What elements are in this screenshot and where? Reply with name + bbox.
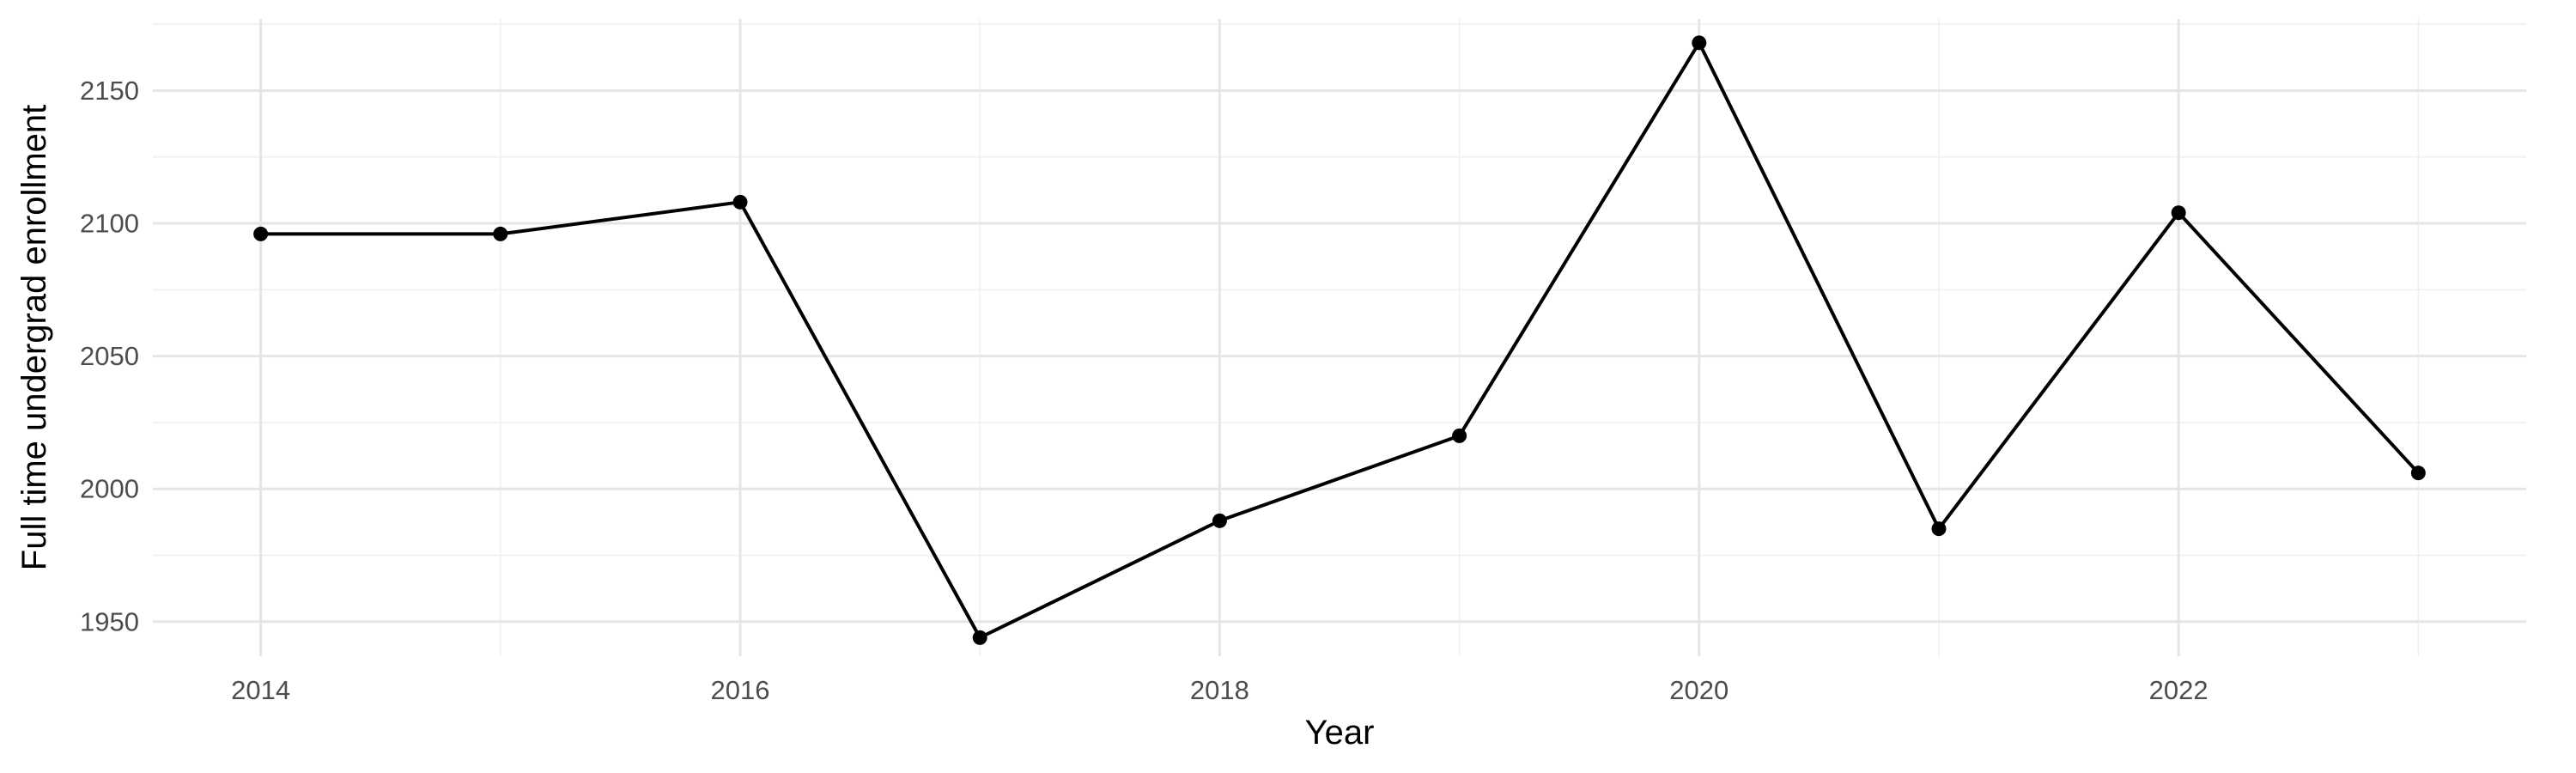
data-point (253, 226, 269, 241)
x-tick-label: 2018 (1190, 675, 1249, 705)
data-point (1931, 521, 1947, 537)
x-tick-label: 2016 (711, 675, 770, 705)
x-axis-ticks: 2014 2016 2018 2020 2022 (231, 675, 2208, 705)
x-tick-label: 2022 (2149, 675, 2208, 705)
y-tick-label: 2150 (80, 76, 139, 106)
grid (153, 19, 2526, 656)
series-line (258, 40, 2421, 640)
data-point (2171, 205, 2186, 221)
y-tick-label: 2050 (80, 341, 139, 371)
data-point (1692, 35, 1707, 51)
series (253, 35, 2426, 645)
x-axis-title: Year (1305, 714, 1375, 752)
y-tick-label: 2100 (80, 209, 139, 239)
x-tick-label: 2020 (1669, 675, 1728, 705)
data-point (1212, 513, 1227, 528)
y-tick-label: 1950 (80, 606, 139, 636)
data-point (1452, 428, 1467, 443)
data-point (493, 226, 508, 241)
y-axis-ticks: 1950 2000 2050 2100 2150 (80, 76, 139, 636)
data-point (972, 630, 987, 645)
data-point (2410, 466, 2426, 481)
data-point (732, 194, 748, 210)
y-tick-label: 2000 (80, 474, 139, 504)
x-tick-label: 2014 (231, 675, 290, 705)
y-axis-title: Full time undergrad enrollment (15, 105, 53, 570)
